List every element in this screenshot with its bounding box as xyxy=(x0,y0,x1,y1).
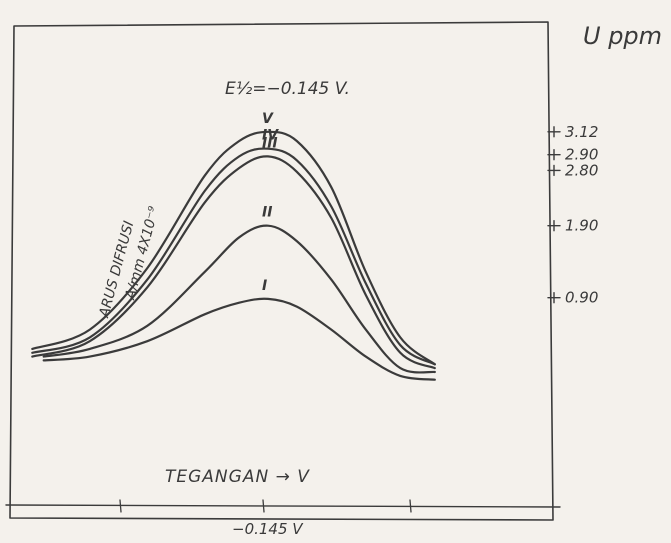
series-curves xyxy=(31,130,436,381)
chart-title: E½=−0.145 V. xyxy=(225,79,350,99)
x-axis-ticks xyxy=(119,499,412,513)
series-curve-iii xyxy=(31,155,436,370)
series-label-iv: IV xyxy=(262,128,279,144)
right-tick-mark xyxy=(547,149,561,161)
right-tick-mark xyxy=(547,126,561,138)
right-axis-label: U ppm xyxy=(583,22,662,50)
right-tick-mark xyxy=(547,164,561,177)
right-axis-ticks: 3.12 2.902.80 1.90 0.90 xyxy=(547,123,598,307)
x-axis-line xyxy=(5,504,561,508)
right-tick-label: 0.90 xyxy=(565,289,598,307)
series-curve-i xyxy=(42,297,436,381)
series-curve-ii xyxy=(42,224,436,374)
right-tick-mark xyxy=(547,292,561,304)
right-tick-label: 2.90 xyxy=(565,146,598,164)
right-tick-mark xyxy=(547,220,561,232)
series-curve-v xyxy=(31,130,436,366)
x-axis-label: TEGANGAN → V xyxy=(165,467,310,487)
plot-frame xyxy=(9,21,554,521)
right-tick-label: 3.12 xyxy=(565,123,598,141)
series-label-ii: II xyxy=(262,205,272,221)
series-label-iii: III xyxy=(262,135,278,151)
right-tick-label: 1.90 xyxy=(565,217,598,235)
series-label-i: I xyxy=(262,278,267,294)
series-label-v: V xyxy=(262,111,274,127)
series-curve-iv xyxy=(31,147,436,366)
right-tick-label: 2.80 xyxy=(565,161,598,179)
x-tick-label: −0.145 V xyxy=(232,520,304,538)
